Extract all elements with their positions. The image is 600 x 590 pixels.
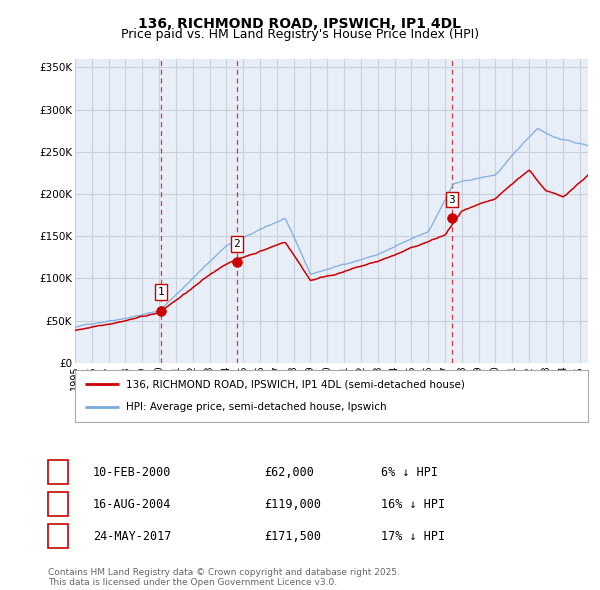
Text: 10-FEB-2000: 10-FEB-2000 [93, 466, 172, 478]
Text: 16% ↓ HPI: 16% ↓ HPI [381, 497, 445, 510]
Text: 24-MAY-2017: 24-MAY-2017 [93, 529, 172, 542]
Text: HPI: Average price, semi-detached house, Ipswich: HPI: Average price, semi-detached house,… [127, 402, 387, 412]
Text: 17% ↓ HPI: 17% ↓ HPI [381, 529, 445, 542]
Text: 136, RICHMOND ROAD, IPSWICH, IP1 4DL: 136, RICHMOND ROAD, IPSWICH, IP1 4DL [139, 17, 461, 31]
Text: 1: 1 [55, 466, 61, 478]
Text: 2: 2 [55, 497, 61, 510]
Text: Contains HM Land Registry data © Crown copyright and database right 2025.
This d: Contains HM Land Registry data © Crown c… [48, 568, 400, 587]
Text: 2: 2 [233, 239, 241, 249]
Text: £171,500: £171,500 [264, 529, 321, 542]
Text: 1: 1 [158, 287, 164, 297]
Text: 16-AUG-2004: 16-AUG-2004 [93, 497, 172, 510]
Text: £62,000: £62,000 [264, 466, 314, 478]
Text: Price paid vs. HM Land Registry's House Price Index (HPI): Price paid vs. HM Land Registry's House … [121, 28, 479, 41]
Text: £119,000: £119,000 [264, 497, 321, 510]
Text: 3: 3 [448, 195, 455, 205]
Text: 6% ↓ HPI: 6% ↓ HPI [381, 466, 438, 478]
Text: 3: 3 [55, 529, 61, 542]
Text: 136, RICHMOND ROAD, IPSWICH, IP1 4DL (semi-detached house): 136, RICHMOND ROAD, IPSWICH, IP1 4DL (se… [127, 379, 465, 389]
